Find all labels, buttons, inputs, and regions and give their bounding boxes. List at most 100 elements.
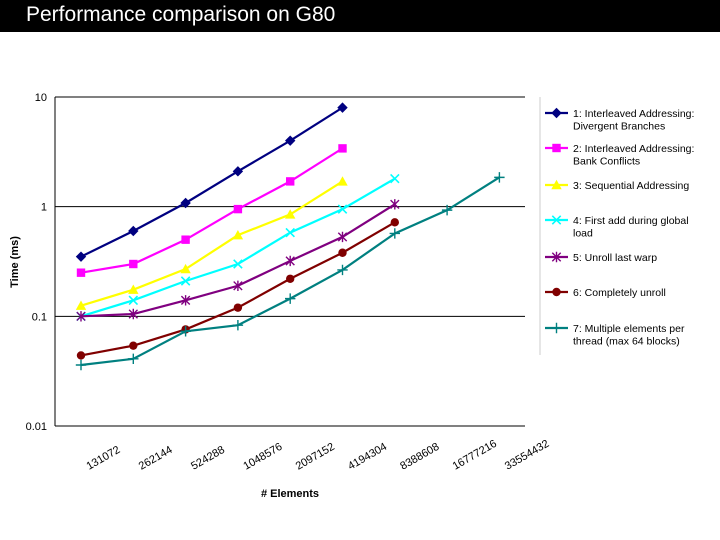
series-7-point-8 — [494, 172, 505, 183]
y-tick-10: 10 — [35, 92, 47, 104]
legend-label-1-line-2: Divergent Branches — [573, 121, 665, 133]
series-5-point-6 — [390, 199, 400, 210]
series-1-point-0 — [75, 251, 87, 262]
x-tick-131072: 131072 — [85, 444, 123, 473]
legend: 1: Interleaved Addressing:Divergent Bran… — [539, 97, 694, 355]
y-tick-0.01: 0.01 — [26, 421, 47, 433]
series-2 — [76, 144, 347, 277]
axes — [54, 97, 525, 427]
series-3-point-5 — [337, 176, 348, 186]
legend-label-4-line-1: 4: First add during global — [573, 215, 689, 227]
x-tick-4194304: 4194304 — [346, 441, 389, 473]
series-5-point-0 — [76, 311, 86, 322]
legend-label-7-line-2: thread (max 64 blocks) — [573, 336, 680, 348]
y-tick-labels: 10 1 0.1 0.01 — [26, 92, 47, 433]
series-4-point-4 — [285, 227, 295, 238]
legend-entry-5: 5: Unroll last warp — [545, 251, 657, 264]
series-6 — [76, 218, 399, 360]
legend-swatch-marker-6 — [552, 287, 561, 297]
legend-swatch-marker-7 — [551, 322, 562, 334]
series-7-point-7 — [441, 204, 453, 216]
series-3-point-4 — [285, 209, 296, 219]
series-group — [75, 102, 505, 371]
legend-swatch-marker-1 — [551, 107, 562, 119]
series-7-point-2 — [180, 326, 191, 337]
legend-swatch-marker-4 — [551, 215, 562, 225]
series-1 — [75, 102, 348, 262]
x-axis-label: # Elements — [261, 488, 319, 500]
series-1-point-3 — [232, 166, 244, 177]
series-7 — [75, 172, 505, 371]
x-tick-labels: 131072 262144 524288 1048576 2097152 4194304 8… — [85, 438, 552, 473]
series-3-point-1 — [128, 284, 139, 294]
x-tick-1048576: 1048576 — [241, 441, 284, 473]
series-5-point-1 — [128, 308, 138, 320]
series-7-point-0 — [75, 359, 87, 371]
series-3-point-0 — [75, 300, 87, 310]
series-7-point-3 — [232, 320, 244, 331]
legend-label-3-line-1: 3: Sequential Addressing — [573, 180, 689, 192]
series-2-line — [80, 147, 344, 274]
title-bar: Performance comparison on G80 — [0, 0, 720, 32]
x-tick-16777216: 16777216 — [451, 438, 499, 473]
series-4-point-2 — [180, 276, 191, 286]
series-3-point-2 — [180, 263, 191, 274]
series-2-point-4 — [286, 177, 295, 186]
legend-swatch-marker-5 — [551, 251, 562, 263]
legend-label-6-line-1: 6: Completely unroll — [573, 287, 666, 299]
series-2-point-3 — [233, 204, 243, 214]
series-1-point-5 — [337, 102, 348, 113]
legend-entry-6: 6: Completely unroll — [545, 287, 666, 299]
series-7-point-4 — [285, 293, 296, 304]
series-5-point-5 — [337, 231, 348, 243]
series-1-line — [80, 106, 344, 258]
series-5 — [76, 199, 400, 322]
series-6-point-1 — [129, 341, 138, 350]
series-5-point-2 — [180, 295, 191, 306]
series-6-point-6 — [390, 218, 399, 227]
series-4-point-3 — [233, 259, 243, 269]
legend-label-4-line-2: load — [573, 228, 593, 240]
series-3-point-3 — [232, 229, 244, 240]
legend-label-1-line-1: 1: Interleaved Addressing: — [573, 108, 694, 120]
series-5-point-4 — [285, 255, 295, 267]
legend-label-5-line-1: 5: Unroll last warp — [573, 252, 657, 264]
legend-label-2-line-2: Bank Conflicts — [573, 156, 640, 168]
series-5-point-3 — [233, 280, 243, 291]
series-7-point-1 — [128, 353, 139, 364]
legend-swatch-marker-3 — [551, 179, 562, 190]
series-2-point-0 — [76, 268, 86, 277]
legend-swatch-marker-2 — [552, 143, 561, 153]
series-3 — [75, 176, 348, 310]
y-tick-1: 1 — [41, 202, 47, 214]
series-6-point-4 — [286, 274, 295, 283]
x-tick-33554432: 33554432 — [503, 438, 551, 473]
series-6-point-5 — [338, 248, 347, 257]
legend-entry-1: 1: Interleaved Addressing:Divergent Bran… — [545, 107, 694, 133]
legend-label-2-line-1: 2: Interleaved Addressing: — [573, 143, 694, 155]
series-4-point-1 — [128, 295, 139, 306]
x-tick-262144: 262144 — [137, 444, 175, 473]
y-tick-0.1: 0.1 — [32, 311, 47, 323]
series-2-point-1 — [129, 259, 138, 269]
series-4-point-6 — [390, 173, 400, 184]
legend-label-7-line-1: 7: Multiple elements per — [573, 323, 685, 335]
series-6-point-0 — [76, 351, 86, 360]
series-5-line — [80, 203, 396, 318]
series-4-line — [80, 177, 396, 318]
series-7-point-6 — [389, 228, 400, 239]
y-axis-label: Time (ms) — [9, 236, 21, 288]
x-tick-2097152: 2097152 — [294, 441, 337, 473]
series-1-point-1 — [128, 225, 139, 237]
series-1-point-2 — [180, 197, 191, 209]
series-1-point-4 — [285, 135, 296, 146]
legend-entry-2: 2: Interleaved Addressing:Bank Conflicts — [545, 143, 694, 168]
x-tick-524288: 524288 — [189, 444, 227, 473]
series-3-line — [80, 180, 344, 307]
series-7-point-5 — [337, 264, 348, 276]
legend-entry-3: 3: Sequential Addressing — [545, 179, 689, 192]
series-2-point-2 — [181, 235, 190, 244]
